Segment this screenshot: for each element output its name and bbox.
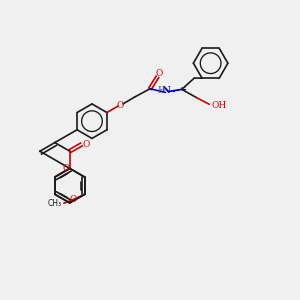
Text: O: O [62, 164, 70, 173]
Text: H: H [158, 86, 166, 95]
Text: OH: OH [211, 101, 226, 110]
Text: N: N [162, 86, 171, 95]
Text: O: O [82, 140, 89, 149]
Text: O: O [156, 69, 163, 78]
Text: O: O [117, 101, 124, 110]
Text: ···: ··· [179, 84, 186, 93]
Text: O: O [69, 195, 77, 204]
Text: CH₃: CH₃ [47, 199, 61, 208]
